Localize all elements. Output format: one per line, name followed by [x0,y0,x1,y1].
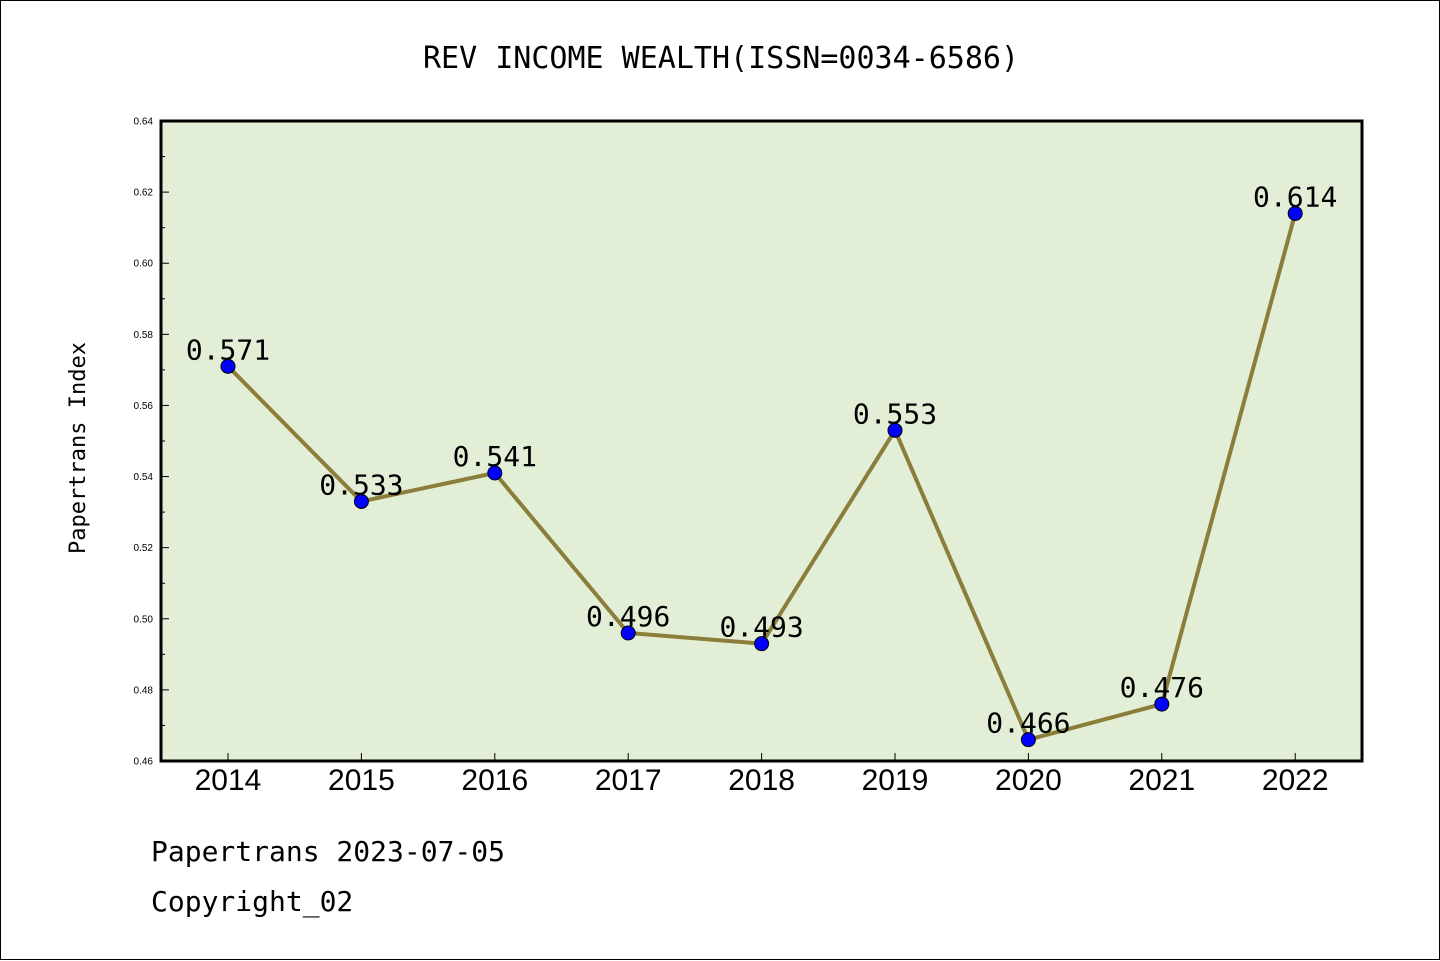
series-markers [220,205,1303,748]
data-point [620,625,636,641]
data-label: 0.541 [453,440,537,473]
data-label: 0.571 [186,333,270,366]
data-label: 0.476 [1120,671,1204,704]
y-tick-label: 0.50 [134,614,154,625]
x-tick-label: 2018 [728,764,795,797]
data-label: 0.493 [719,611,803,644]
plot-border [159,119,1364,763]
y-tick-label: 0.64 [134,117,154,128]
data-point [353,493,369,509]
footer-date: Papertrans 2023-07-05 [151,835,506,868]
data-point [1020,732,1036,748]
x-tick-label: 2020 [995,764,1062,797]
data-label: 0.614 [1253,180,1337,213]
data-label: 0.496 [586,600,670,633]
y-tick-label: 0.58 [134,330,154,341]
data-point [754,636,770,652]
data-point [487,465,503,481]
x-tick-label: 2021 [1128,764,1195,797]
y-tick-label: 0.52 [134,543,154,554]
y-tick-label: 0.54 [134,472,154,483]
data-point [220,358,236,374]
plot-area [161,121,1362,761]
x-tick-label: 2017 [595,764,662,797]
y-tick-label: 0.62 [134,188,154,199]
x-tick-label: 2016 [461,764,528,797]
x-axis: 2014 2015 2016 2017 2018 2019 2020 2021 2022 [195,753,1329,797]
data-point [887,422,903,438]
y-axis-label: Papertrans Index [66,342,91,554]
y-tick-label: 0.56 [134,401,154,412]
x-tick-label: 2019 [862,764,929,797]
y-tick-label: 0.48 [134,685,154,696]
x-tick-label: 2022 [1262,764,1329,797]
y-tick-label: 0.60 [134,259,154,270]
data-point [1287,205,1303,221]
data-label: 0.466 [986,707,1070,740]
data-labels: 0.571 0.533 0.541 0.496 0.493 0.553 0.466 0.476… [186,180,1337,739]
data-label: 0.533 [319,468,403,501]
chart-title: REV INCOME WEALTH(ISSN=0034-6586) [423,41,1019,76]
footer-copyright: Copyright_02 [151,885,354,918]
y-axis: 0.46 0.48 0.50 0.52 0.54 0.56 0.58 0.60 0.62 0.64 [134,117,169,768]
x-tick-label: 2015 [328,764,395,797]
data-label: 0.553 [853,397,937,430]
y-tick-label: 0.46 [134,757,154,768]
x-tick-label: 2014 [195,764,262,797]
data-point [1154,696,1170,712]
